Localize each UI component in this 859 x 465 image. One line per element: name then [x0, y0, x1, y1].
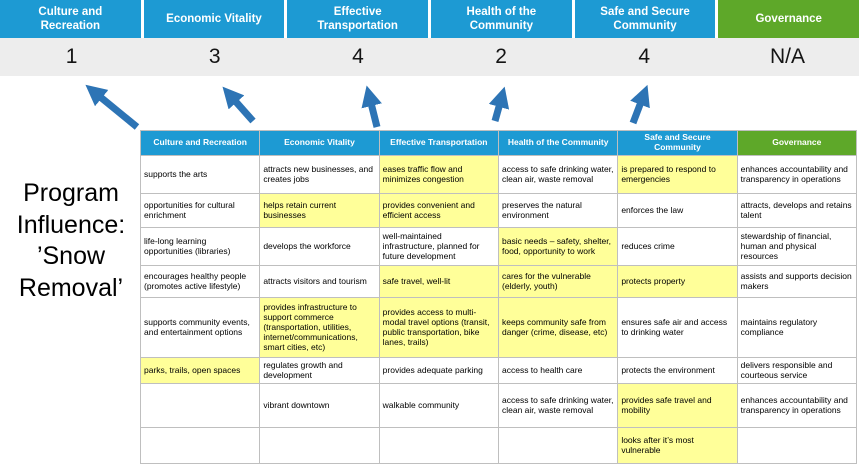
- matrix-row-7: looks after it’s most vulnerable: [139, 426, 858, 464]
- matrix-row-3: encourages healthy people (promotes acti…: [139, 264, 858, 298]
- influence-arrow-1: [85, 84, 140, 130]
- matrix-cell-r5-c4: protects the environment: [617, 356, 738, 384]
- matrix-header-row: Culture and Recreation Economic Vitality E…: [139, 130, 858, 156]
- influence-arrow-5: [629, 84, 650, 125]
- pillar-score-1: 3: [208, 45, 221, 68]
- matrix-row-2: life-long learning opportunities (librar…: [139, 226, 858, 266]
- matrix-body: supports the arts attracts new businesses…: [139, 154, 858, 464]
- influence-arrow-2: [222, 86, 256, 124]
- matrix-col-header-2: Effective Transportation: [378, 130, 499, 156]
- matrix-cell-r4-c4: ensures safe air and access to drinking …: [617, 296, 738, 358]
- matrix-cell-r7-c5: [736, 426, 858, 464]
- matrix-cell-r1-c3: preserves the natural environment: [497, 192, 619, 228]
- matrix-cell-r5-c3: access to health care: [497, 356, 619, 384]
- matrix-cell-r0-c3: access to safe drinking water, clean air…: [497, 154, 619, 194]
- matrix-row-4: supports community events, and entertain…: [139, 296, 858, 358]
- matrix-cell-r0-c1: attracts new businesses, and creates job…: [259, 154, 380, 194]
- matrix-cell-r3-c2: safe travel, well-lit: [378, 264, 499, 298]
- matrix-cell-r4-c0: supports community events, and entertain…: [139, 296, 261, 358]
- pillar-header-4: Safe and Secure Community: [574, 0, 716, 38]
- matrix-cell-r6-c4: provides safe travel and mobility: [617, 382, 738, 428]
- pillar-header-1: Economic Vitality: [143, 0, 285, 38]
- pillar-score-5: N/A: [769, 45, 805, 68]
- pillar-score-0: 1: [65, 45, 78, 68]
- matrix-col-header-4: Safe and Secure Community: [617, 130, 738, 156]
- pillar-score-2: 4: [352, 45, 364, 68]
- matrix-cell-r2-c1: develops the workforce: [259, 226, 380, 266]
- matrix-cell-r2-c3: basic needs – safety, shelter, food, opp…: [497, 226, 619, 266]
- matrix-cell-r3-c5: assists and supports decision makers: [736, 264, 858, 298]
- matrix-cell-r5-c2: provides adequate parking: [378, 356, 499, 384]
- matrix-cell-r4-c1: provides infrastructure to support comme…: [259, 296, 380, 358]
- matrix-table: Culture and Recreation Economic Vitality E…: [139, 130, 858, 464]
- matrix-col-header-0: Culture and Recreation: [139, 130, 261, 156]
- matrix-col-header-1: Economic Vitality: [259, 130, 380, 156]
- matrix-cell-r5-c1: regulates growth and development: [259, 356, 380, 384]
- matrix-cell-r6-c5: enhances accountability and transparency…: [736, 382, 858, 428]
- matrix-cell-r6-c1: vibrant downtown: [259, 382, 380, 428]
- matrix-cell-r0-c5: enhances accountability and transparency…: [736, 154, 858, 194]
- matrix-cell-r2-c4: reduces crime: [617, 226, 738, 266]
- matrix-cell-r1-c2: provides convenient and efficient access: [378, 192, 499, 228]
- matrix-cell-r6-c2: walkable community: [378, 382, 499, 428]
- matrix-cell-r0-c2: eases traffic flow and minimizes congest…: [378, 154, 499, 194]
- pillar-header-3: Health of the Community: [431, 0, 572, 38]
- matrix-cell-r4-c5: maintains regulatory compliance: [736, 296, 858, 358]
- matrix-cell-r7-c1: [259, 426, 380, 464]
- matrix-cell-r0-c0: supports the arts: [139, 154, 261, 194]
- matrix-cell-r6-c0: [139, 382, 261, 428]
- matrix-cell-r3-c0: encourages healthy people (promotes acti…: [139, 264, 261, 298]
- influence-arrow-3: [361, 85, 382, 128]
- pillar-header-0: Culture and Recreation: [0, 0, 141, 38]
- matrix-cell-r1-c5: attracts, develops and retains talent: [736, 192, 858, 228]
- matrix-col-header-3: Health of the Community: [497, 130, 619, 156]
- matrix-cell-r4-c2: provides access to multi-modal travel op…: [378, 296, 499, 358]
- pillar-header-row: Culture and Recreation Economic Vitality E…: [0, 0, 859, 38]
- matrix-cell-r7-c2: [378, 426, 499, 464]
- matrix-cell-r1-c0: opportunities for cultural enrichment: [139, 192, 261, 228]
- matrix-row-6: vibrant downtown walkable community access…: [139, 382, 858, 428]
- matrix-row-5: parks, trails, open spaces regulates grow…: [139, 356, 858, 384]
- matrix-cell-r3-c3: cares for the vulnerable (elderly, youth…: [497, 264, 619, 298]
- matrix-cell-r4-c3: keeps community safe from danger (crime,…: [497, 296, 619, 358]
- influence-matrix: Culture and Recreation Economic Vitality E…: [139, 130, 858, 464]
- matrix-cell-r1-c4: enforces the law: [617, 192, 738, 228]
- matrix-cell-r2-c0: life-long learning opportunities (librar…: [139, 226, 261, 266]
- matrix-col-header-5: Governance: [736, 130, 858, 156]
- matrix-cell-r3-c1: attracts visitors and tourism: [259, 264, 380, 298]
- matrix-row-1: opportunities for cultural enrichment hel…: [139, 192, 858, 228]
- influence-arrow-4: [488, 86, 510, 122]
- matrix-row-0: supports the arts attracts new businesses…: [139, 154, 858, 194]
- matrix-cell-r0-c4: is prepared to respond to emergencies: [617, 154, 738, 194]
- matrix-cell-r7-c4: looks after it’s most vulnerable: [617, 426, 738, 464]
- matrix-cell-r3-c4: protects property: [617, 264, 738, 298]
- matrix-cell-r6-c3: access to safe drinking water, clean air…: [497, 382, 619, 428]
- matrix-cell-r2-c5: stewardship of financial, human and phys…: [736, 226, 858, 266]
- matrix-cell-r5-c5: delivers responsible and courteous servi…: [736, 356, 858, 384]
- matrix-cell-r7-c0: [139, 426, 261, 464]
- matrix-cell-r2-c2: well-maintained infrastructure, planned …: [378, 226, 499, 266]
- pillar-header-2: Effective Transportation: [287, 0, 429, 38]
- matrix-cell-r5-c0: parks, trails, open spaces: [139, 356, 261, 384]
- matrix-cell-r1-c1: helps retain current businesses: [259, 192, 380, 228]
- pillar-header-5: Governance: [718, 0, 859, 38]
- pillar-score-4: 4: [638, 45, 651, 68]
- matrix-cell-r7-c3: [497, 426, 619, 464]
- slide-title: Program Influence: ’Snow Removal’: [16, 179, 126, 302]
- pillar-score-row: 1 3 4 2 4 N/A: [0, 38, 859, 76]
- pillar-score-3: 2: [495, 45, 507, 68]
